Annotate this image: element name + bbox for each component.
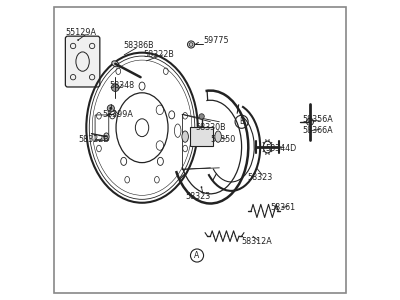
Text: 58350: 58350: [210, 134, 235, 143]
Text: B: B: [239, 117, 244, 126]
Text: 58330B: 58330B: [195, 123, 226, 132]
Text: A: A: [194, 251, 200, 260]
Text: 58348: 58348: [109, 81, 134, 90]
Circle shape: [107, 105, 114, 112]
Circle shape: [109, 107, 112, 110]
Ellipse shape: [182, 131, 188, 142]
Text: 59775: 59775: [204, 35, 229, 44]
Ellipse shape: [104, 133, 109, 140]
Text: 58312A: 58312A: [241, 237, 272, 246]
Text: 58361: 58361: [271, 202, 296, 211]
Ellipse shape: [215, 131, 222, 142]
Text: 58322B: 58322B: [143, 50, 174, 59]
Bar: [190, 127, 213, 146]
Text: 58399A: 58399A: [103, 110, 134, 119]
Circle shape: [112, 84, 119, 92]
Text: 58323: 58323: [247, 173, 272, 182]
Ellipse shape: [112, 61, 119, 67]
Text: 55129A: 55129A: [66, 28, 97, 37]
Text: 58344D: 58344D: [265, 144, 297, 153]
Circle shape: [188, 41, 195, 48]
FancyBboxPatch shape: [65, 36, 100, 87]
Circle shape: [199, 114, 204, 119]
Circle shape: [306, 118, 314, 125]
Text: 58366A: 58366A: [302, 126, 333, 135]
Text: 58323: 58323: [186, 192, 211, 201]
Text: 58386B: 58386B: [123, 41, 154, 50]
Text: 58322B: 58322B: [78, 134, 109, 143]
Circle shape: [200, 186, 202, 188]
Text: 58356A: 58356A: [302, 115, 333, 124]
Circle shape: [77, 39, 79, 41]
